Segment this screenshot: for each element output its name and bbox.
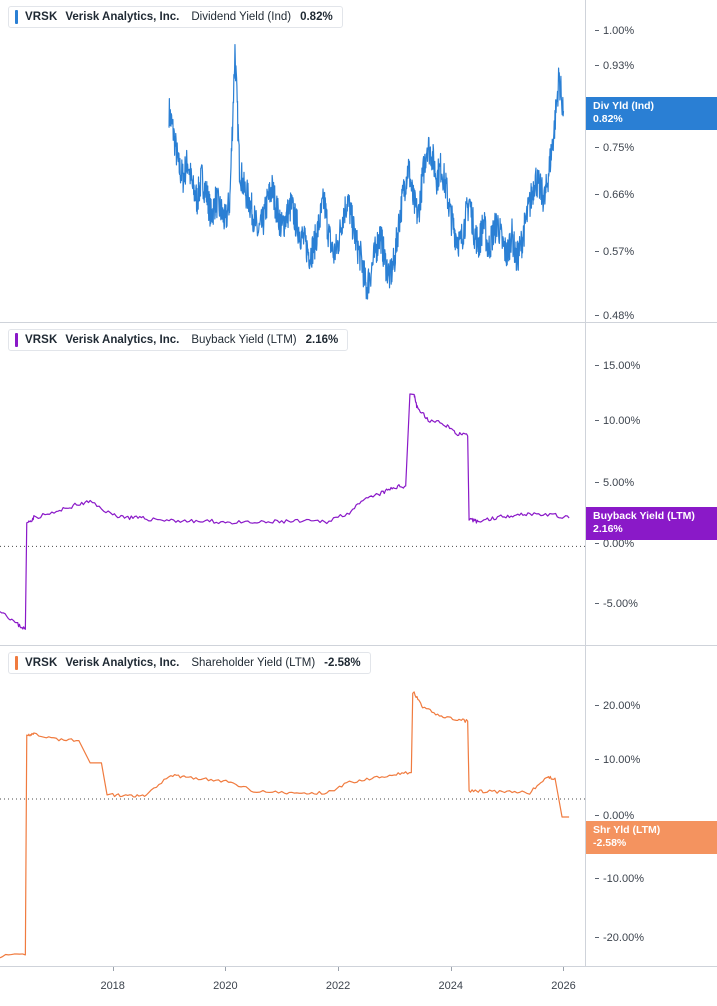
- x-tick-mark: [225, 967, 227, 971]
- y-tick: 15.00%: [595, 360, 640, 372]
- y-axis-buyback: 15.00% 10.00% 5.00% 0.00% -5.00% Buyback…: [586, 323, 717, 645]
- y-tick: 0.75%: [595, 142, 634, 154]
- buyback-yield-line: [0, 393, 585, 630]
- y-tick: 20.00%: [595, 700, 640, 712]
- panel-divider: [0, 645, 717, 646]
- y-tick: 0.57%: [595, 246, 634, 258]
- series-color-swatch-icon: [15, 10, 18, 24]
- x-tick-mark: [563, 967, 565, 971]
- legend-ticker: VRSK: [25, 657, 58, 669]
- price-tag-buyback: Buyback Yield (LTM) 2.16%: [586, 507, 717, 540]
- y-tick: 10.00%: [595, 754, 640, 766]
- shareholder-yield-line: [0, 691, 585, 959]
- legend-shareholder[interactable]: VRSK Verisk Analytics, Inc. Shareholder …: [8, 652, 371, 674]
- legend-company: Verisk Analytics, Inc.: [65, 11, 180, 23]
- y-tick: 0.00%: [595, 538, 634, 550]
- legend-buyback[interactable]: VRSK Verisk Analytics, Inc. Buyback Yiel…: [8, 329, 349, 351]
- legend-ticker: VRSK: [25, 11, 58, 23]
- y-tick: -20.00%: [595, 932, 644, 944]
- legend-company: Verisk Analytics, Inc.: [65, 657, 180, 669]
- legend-dividend[interactable]: VRSK Verisk Analytics, Inc. Dividend Yie…: [8, 6, 343, 28]
- x-tick-mark: [112, 967, 114, 971]
- y-axis-dividend: 1.00% 0.93% 0.84% 0.75% 0.66% 0.57% 0.48…: [586, 0, 717, 322]
- legend-value: 2.16%: [305, 334, 339, 346]
- legend-company: Verisk Analytics, Inc.: [65, 334, 180, 346]
- legend-metric: Dividend Yield (Ind): [191, 11, 292, 23]
- legend-value: 0.82%: [300, 11, 333, 23]
- x-tick-label: 2024: [438, 980, 464, 992]
- y-tick: -5.00%: [595, 598, 638, 610]
- series-color-swatch-icon: [15, 333, 18, 347]
- y-tick: 0.00%: [595, 810, 634, 822]
- legend-metric: Buyback Yield (LTM): [191, 334, 297, 346]
- y-tick: 0.48%: [595, 310, 634, 322]
- y-tick: 5.00%: [595, 477, 634, 489]
- series-path: [0, 393, 570, 630]
- x-tick-label: 2026: [551, 980, 576, 992]
- y-tick: 0.66%: [595, 189, 634, 201]
- series-path: [168, 44, 565, 300]
- plot-area-dividend: [0, 0, 586, 322]
- panel-dividend-yield: 1.00% 0.93% 0.84% 0.75% 0.66% 0.57% 0.48…: [0, 0, 717, 322]
- series-path: [0, 691, 570, 959]
- plot-area-buyback: [0, 323, 586, 645]
- series-color-swatch-icon: [15, 656, 18, 670]
- x-tick-label: 2018: [100, 980, 125, 992]
- panel-shareholder-yield: 20.00% 10.00% 0.00% -10.00% -20.00% Shr …: [0, 646, 717, 966]
- x-tick-mark: [450, 967, 452, 971]
- y-tick: 1.00%: [595, 25, 634, 37]
- legend-ticker: VRSK: [25, 334, 58, 346]
- dividend-yield-line: [168, 44, 565, 300]
- x-tick-mark: [338, 967, 340, 971]
- x-axis: 2018 2020 2022 2024 2026: [0, 966, 717, 1006]
- x-tick-label: 2020: [213, 980, 238, 992]
- panel-divider: [0, 322, 717, 323]
- plot-area-shareholder: [0, 646, 586, 966]
- price-tag-dividend: Div Yld (Ind) 0.82%: [586, 97, 717, 130]
- panel-buyback-yield: 15.00% 10.00% 5.00% 0.00% -5.00% Buyback…: [0, 323, 717, 645]
- legend-value: -2.58%: [324, 657, 361, 669]
- price-tag-shareholder: Shr Yld (LTM) -2.58%: [586, 821, 717, 854]
- x-tick-label: 2022: [325, 980, 351, 992]
- legend-metric: Shareholder Yield (LTM): [191, 657, 316, 669]
- y-tick: 0.93%: [595, 60, 634, 72]
- y-tick: 10.00%: [595, 415, 640, 427]
- y-axis-shareholder: 20.00% 10.00% 0.00% -10.00% -20.00% Shr …: [586, 646, 717, 966]
- y-tick: -10.00%: [595, 873, 644, 885]
